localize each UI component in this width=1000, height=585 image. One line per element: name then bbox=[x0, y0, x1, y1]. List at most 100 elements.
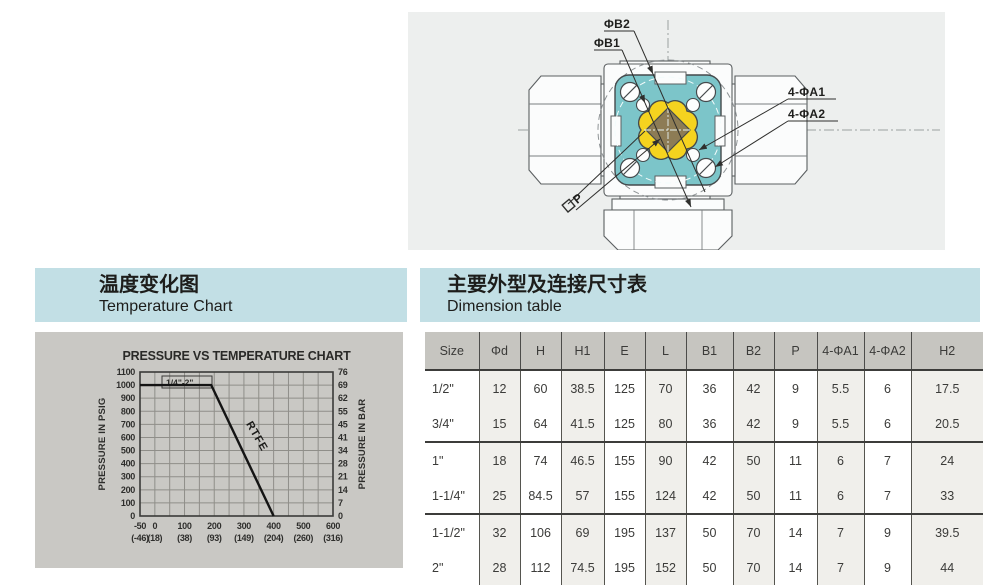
dimension-table-title-zh: 主要外型及连接尺寸表 bbox=[447, 274, 647, 296]
dimension-table-header: 主要外型及连接尺寸表 Dimension table bbox=[420, 268, 980, 322]
dim-cell: 14 bbox=[774, 550, 818, 585]
svg-text:800: 800 bbox=[121, 406, 135, 416]
dim-cell: 36 bbox=[686, 370, 734, 406]
dim-cell: 42 bbox=[686, 478, 734, 515]
label-phi-b2: ΦB2 bbox=[604, 17, 630, 31]
dim-cell: 46.5 bbox=[561, 442, 605, 478]
size-cell: 1" bbox=[425, 442, 480, 478]
dim-cell: 11 bbox=[774, 442, 818, 478]
dim-cell: 106 bbox=[520, 514, 562, 550]
dim-cell: 15 bbox=[479, 406, 521, 443]
column-header: E bbox=[604, 332, 646, 371]
svg-text:200: 200 bbox=[121, 485, 135, 495]
dimension-table: Size Φd H H1 E L B1 B2 P 4-ΦA1 4-ΦA2 H2 1/2" 12 60 38.5… bbox=[425, 332, 983, 585]
dim-cell: 155 bbox=[604, 478, 646, 515]
svg-text:1/4"-2": 1/4"-2" bbox=[166, 378, 193, 388]
dim-cell: 7 bbox=[864, 478, 912, 515]
svg-text:(204): (204) bbox=[264, 533, 284, 543]
dim-cell: 50 bbox=[733, 478, 775, 515]
svg-text:34: 34 bbox=[338, 446, 348, 456]
table-row: 1-1/4" 25 84.5 57 155 124 42 50 11 6 7 33 bbox=[425, 478, 983, 515]
dim-cell: 74 bbox=[520, 442, 562, 478]
svg-text:-50: -50 bbox=[134, 521, 146, 531]
dim-cell: 42 bbox=[733, 406, 775, 443]
svg-text:(260): (260) bbox=[294, 533, 314, 543]
svg-text:28: 28 bbox=[338, 459, 348, 469]
dimension-table-wrap: Size Φd H H1 E L B1 B2 P 4-ΦA1 4-ΦA2 H2 1/2" 12 60 38.5… bbox=[425, 332, 985, 585]
svg-text:300: 300 bbox=[237, 521, 251, 531]
svg-text:PRESSURE IN PSIG: PRESSURE IN PSIG bbox=[97, 398, 108, 491]
dim-cell: 5.5 bbox=[817, 406, 865, 443]
dim-cell: 41.5 bbox=[561, 406, 605, 443]
dim-cell: 50 bbox=[686, 514, 734, 550]
dim-cell: 33 bbox=[911, 478, 983, 515]
svg-text:900: 900 bbox=[121, 393, 135, 403]
svg-text:1100: 1100 bbox=[117, 367, 136, 377]
dim-cell: 18 bbox=[479, 442, 521, 478]
temperature-chart-header: 温度变化图 Temperature Chart bbox=[35, 268, 407, 322]
svg-text:100: 100 bbox=[121, 498, 135, 508]
dim-cell: 42 bbox=[733, 370, 775, 406]
svg-text:600: 600 bbox=[326, 521, 340, 531]
table-row: 1-1/2" 32 106 69 195 137 50 70 14 7 9 39.5 bbox=[425, 514, 983, 550]
square-symbol bbox=[561, 198, 576, 213]
dim-cell: 6 bbox=[864, 370, 912, 406]
dim-cell: 36 bbox=[686, 406, 734, 443]
dim-cell: 125 bbox=[604, 370, 646, 406]
dim-cell: 7 bbox=[817, 550, 865, 585]
column-header: L bbox=[645, 332, 687, 371]
dim-cell: 9 bbox=[864, 550, 912, 585]
datasheet-page: { "diagram": { "description": "three-way… bbox=[35, 12, 983, 585]
dim-cell: 195 bbox=[604, 550, 646, 585]
svg-text:500: 500 bbox=[121, 446, 135, 456]
dim-cell: 112 bbox=[520, 550, 562, 585]
dim-cell: 50 bbox=[686, 550, 734, 585]
svg-text:400: 400 bbox=[267, 521, 281, 531]
svg-text:69: 69 bbox=[338, 380, 348, 390]
svg-text:0: 0 bbox=[152, 521, 157, 531]
table-row: 3/4" 15 64 41.5 125 80 36 42 9 5.5 6 20.5 bbox=[425, 406, 983, 443]
size-cell: 1/2" bbox=[425, 370, 480, 406]
column-header: P bbox=[774, 332, 818, 371]
dim-cell: 39.5 bbox=[911, 514, 983, 550]
svg-text:0: 0 bbox=[338, 511, 343, 521]
svg-text:100: 100 bbox=[177, 521, 191, 531]
dim-cell: 70 bbox=[733, 550, 775, 585]
valve-drawing-panel: ΦB2 ΦB1 4-ΦA1 4-ΦA2 P bbox=[408, 12, 945, 251]
dim-cell: 69 bbox=[561, 514, 605, 550]
dim-cell: 28 bbox=[479, 550, 521, 585]
dim-cell: 42 bbox=[686, 442, 734, 478]
valve-top-view-drawing: ΦB2 ΦB1 4-ΦA1 4-ΦA2 P bbox=[518, 17, 940, 251]
svg-text:62: 62 bbox=[338, 393, 348, 403]
dim-cell: 50 bbox=[733, 442, 775, 478]
dim-cell: 11 bbox=[774, 478, 818, 515]
pressure-temperature-chart: 0 100 200 300 400 500 600 700 800 900 1000 1100 0 7 14… bbox=[35, 332, 403, 568]
svg-text:21: 21 bbox=[338, 472, 348, 482]
dim-cell: 152 bbox=[645, 550, 687, 585]
dim-cell: 25 bbox=[479, 478, 521, 515]
size-cell: 2" bbox=[425, 550, 480, 585]
dim-cell: 195 bbox=[604, 514, 646, 550]
column-header: 4-ΦA1 bbox=[817, 332, 865, 371]
dim-cell: 70 bbox=[733, 514, 775, 550]
dim-cell: 74.5 bbox=[561, 550, 605, 585]
dim-cell: 14 bbox=[774, 514, 818, 550]
svg-text:700: 700 bbox=[121, 419, 135, 429]
dim-cell: 7 bbox=[817, 514, 865, 550]
dim-cell: 44 bbox=[911, 550, 983, 585]
svg-text:(93): (93) bbox=[207, 533, 222, 543]
corner-bolt-holes bbox=[619, 81, 717, 179]
svg-text:55: 55 bbox=[338, 406, 348, 416]
dim-cell: 6 bbox=[817, 478, 865, 515]
svg-text:600: 600 bbox=[121, 432, 135, 442]
dim-cell: 17.5 bbox=[911, 370, 983, 406]
column-header: B1 bbox=[686, 332, 734, 371]
column-header: 4-ΦA2 bbox=[864, 332, 912, 371]
leader-lines bbox=[567, 30, 789, 211]
dim-cell: 64 bbox=[520, 406, 562, 443]
column-header: Φd bbox=[479, 332, 521, 371]
svg-text:500: 500 bbox=[296, 521, 310, 531]
svg-text:(-46): (-46) bbox=[131, 533, 149, 543]
size-cell: 1-1/2" bbox=[425, 514, 480, 550]
table-row: 1" 18 74 46.5 155 90 42 50 11 6 7 24 bbox=[425, 442, 983, 478]
